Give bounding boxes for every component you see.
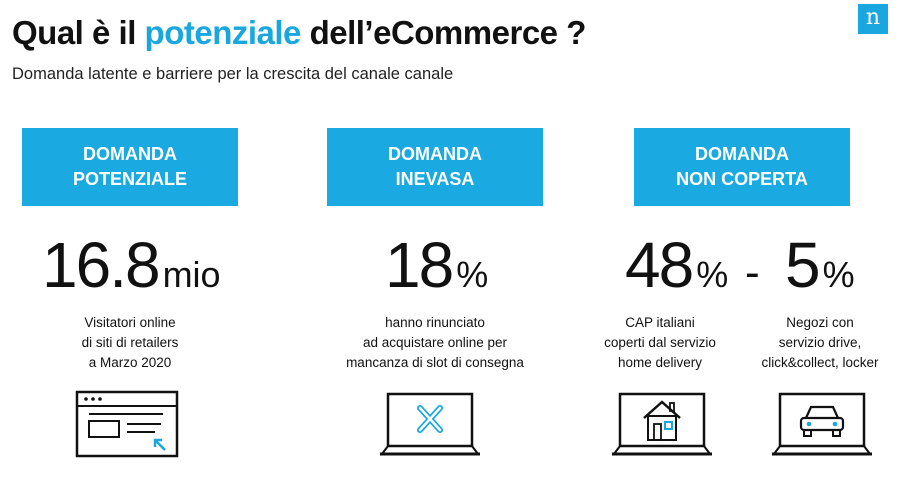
title-text-after: dell’eCommerce ?	[300, 14, 587, 51]
laptop-house-icon	[612, 392, 712, 456]
stat-unit: %	[696, 254, 729, 295]
stat-negozi: 5%	[785, 230, 855, 310]
laptop-x-icon	[380, 392, 480, 456]
laptop-car-icon	[772, 392, 872, 456]
browser-window-cursor-icon	[75, 390, 179, 458]
stat-value: 18	[385, 229, 454, 301]
header-line1: DOMANDA	[695, 144, 789, 164]
stat-unit: %	[456, 254, 489, 295]
header-domanda-potenziale: DOMANDA POTENZIALE	[22, 128, 238, 206]
desc-line: Visitatori online	[84, 315, 176, 330]
desc-negozi: Negozi con servizio drive, click&collect…	[745, 313, 895, 373]
desc-line: mancanza di slot di consegna	[346, 355, 524, 370]
desc-line: Negozi con	[786, 315, 854, 330]
stat-value: 16.8	[42, 229, 161, 301]
desc-line: ad acquistare online per	[362, 335, 508, 350]
header-domanda-inevasa: DOMANDA INEVASA	[327, 128, 543, 206]
header-line2: NON COPERTA	[676, 169, 808, 189]
desc-line: servizio drive,	[778, 335, 862, 350]
stat-unit: %	[822, 254, 855, 295]
title-accent-text: potenziale	[144, 14, 302, 51]
stat-cap-coperti: 48%	[625, 230, 728, 310]
stat-inevasa: 18%	[385, 230, 488, 310]
stat-unit: mio	[162, 254, 221, 295]
header-line2: INEVASA	[395, 169, 475, 189]
page-title: Qual è il potenziale dell’eCommerce ?	[12, 14, 586, 52]
desc-inevasa: hanno rinunciato ad acquistare online pe…	[320, 313, 550, 373]
desc-line: di siti di retailers	[81, 335, 179, 350]
stat-value: 5	[785, 229, 821, 301]
desc-potenziale: Visitatori online di siti di retailers a…	[40, 313, 220, 373]
stat-potenziale: 16.8 mio	[42, 230, 221, 310]
desc-line: a Marzo 2020	[88, 355, 172, 370]
desc-cap-coperti: CAP italiani coperti dal servizio home d…	[585, 313, 735, 373]
desc-line: coperti dal servizio	[604, 335, 716, 350]
stat-separator: -	[745, 248, 760, 297]
desc-line: CAP italiani	[625, 315, 695, 330]
desc-line: click&collect, locker	[761, 355, 879, 370]
header-line1: DOMANDA	[388, 144, 482, 164]
page-subtitle: Domanda latente e barriere per la cresci…	[12, 65, 454, 83]
desc-line: home delivery	[617, 355, 703, 370]
brand-logo: n	[858, 4, 888, 34]
stat-value: 48	[625, 229, 694, 301]
header-line1: DOMANDA	[83, 144, 177, 164]
title-text-before: Qual è il	[12, 14, 145, 51]
desc-line: hanno rinunciato	[385, 315, 485, 330]
header-line2: POTENZIALE	[72, 169, 187, 189]
header-domanda-non-coperta: DOMANDA NON COPERTA	[634, 128, 850, 206]
